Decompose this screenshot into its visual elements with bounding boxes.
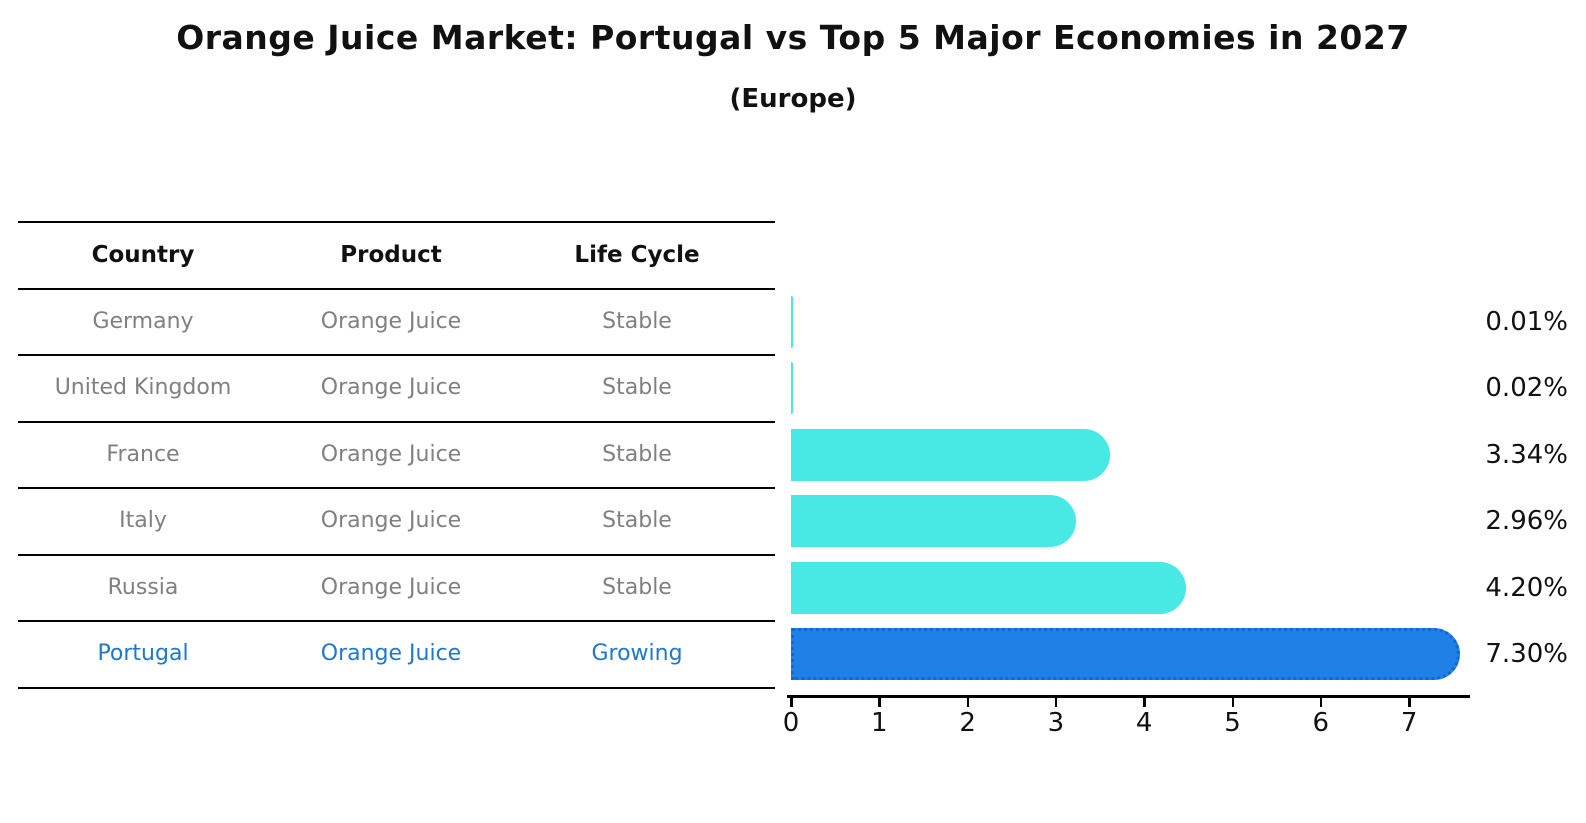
- x-axis-tick-mark: [1231, 697, 1234, 707]
- bar-value-label: 3.34%: [1485, 439, 1568, 470]
- bar-value-label: 0.01%: [1485, 306, 1568, 337]
- table-and-bars: Country Product Life Cycle Germany Orange…: [0, 221, 1586, 689]
- cell-life-cycle: Stable: [602, 375, 672, 400]
- table-row: United Kingdom Orange Juice Stable 0.02%: [0, 355, 1586, 423]
- cell-product: Orange Juice: [320, 574, 462, 600]
- table-row: Italy Orange Juice Stable 2.96%: [0, 488, 1586, 556]
- chart-subtitle: (Europe): [729, 84, 857, 114]
- table-row-separator: [18, 420, 775, 423]
- x-axis-tick-mark: [1143, 697, 1146, 707]
- cell-country: Italy: [119, 508, 167, 533]
- cell-life-cycle: Stable: [602, 574, 672, 600]
- x-axis-tick-mark: [1054, 697, 1058, 707]
- cell-product: Orange Juice: [320, 375, 462, 400]
- bar-value-label: 0.02%: [1485, 373, 1568, 403]
- bar-value-label: 2.96%: [1485, 506, 1568, 536]
- bar: [791, 495, 1077, 547]
- x-axis-tick-label: 3: [1047, 708, 1065, 738]
- bar-value-label: 7.30%: [1485, 639, 1568, 669]
- table-header-row: Country Product Life Cycle: [0, 221, 1586, 290]
- x-axis-line: [787, 695, 1470, 698]
- table-row-separator: [18, 620, 775, 622]
- chart-title: Orange Juice Market: Portugal vs Top 5 M…: [176, 18, 1410, 57]
- x-axis-tick-label: 4: [1135, 708, 1153, 738]
- cell-product: Orange Juice: [320, 441, 462, 467]
- table-row-separator: [18, 553, 775, 556]
- x-axis-tick-mark: [1408, 697, 1411, 707]
- table-row-separator: [18, 354, 775, 356]
- table-row-separator: [18, 287, 775, 290]
- x-axis-tick-mark: [966, 697, 970, 707]
- bar: [791, 295, 793, 348]
- column-header-product: Product: [340, 242, 442, 268]
- table-row-separator: [18, 686, 775, 689]
- table-row-separator: [18, 487, 775, 489]
- cell-country: United Kingdom: [54, 375, 232, 400]
- x-axis-tick-label: 1: [871, 708, 888, 738]
- column-header-country: Country: [91, 242, 195, 268]
- bar-value-label: 4.20%: [1485, 572, 1568, 603]
- bar-highlight: [791, 628, 1460, 680]
- cell-country: Russia: [107, 574, 179, 600]
- cell-life-cycle: Growing: [591, 641, 683, 666]
- column-header-life-cycle: Life Cycle: [574, 242, 700, 268]
- table-row: France Orange Juice Stable 3.34%: [0, 422, 1586, 489]
- bar: [791, 362, 793, 414]
- cell-country: France: [106, 441, 180, 467]
- cell-product: Orange Juice: [320, 508, 462, 533]
- cell-product: Orange Juice: [320, 641, 462, 666]
- bar: [791, 561, 1186, 614]
- table-row: Germany Orange Juice Stable 0.01%: [0, 289, 1586, 356]
- x-axis-tick-label: 5: [1224, 708, 1241, 738]
- x-axis-tick-label: 6: [1312, 708, 1330, 738]
- x-axis-tick-mark: [790, 697, 793, 707]
- table-row: Russia Orange Juice Stable 4.20%: [0, 555, 1586, 622]
- cell-product: Orange Juice: [320, 308, 462, 334]
- cell-life-cycle: Stable: [602, 441, 672, 467]
- table-top-border: [18, 221, 775, 223]
- x-axis-tick-label: 0: [782, 708, 800, 738]
- table-row: Portugal Orange Juice Growing 7.30%: [0, 621, 1586, 689]
- cell-life-cycle: Stable: [602, 508, 672, 533]
- cell-country: Germany: [92, 308, 194, 334]
- cell-life-cycle: Stable: [602, 308, 672, 334]
- x-axis-tick-label: 2: [959, 708, 976, 738]
- bar: [791, 428, 1110, 481]
- x-axis-tick-label: 7: [1400, 708, 1418, 738]
- cell-country: Portugal: [97, 641, 189, 666]
- x-axis-tick-mark: [1319, 697, 1323, 707]
- x-axis-tick-mark: [878, 697, 881, 707]
